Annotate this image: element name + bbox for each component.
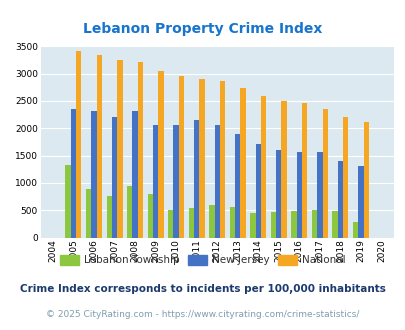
Text: © 2025 CityRating.com - https://www.cityrating.com/crime-statistics/: © 2025 CityRating.com - https://www.city… xyxy=(46,310,359,319)
Bar xyxy=(311,210,316,238)
Bar xyxy=(127,186,132,238)
Bar xyxy=(199,79,204,238)
Bar xyxy=(194,120,199,238)
Bar xyxy=(316,152,322,238)
Bar xyxy=(106,196,112,238)
Bar xyxy=(188,208,194,238)
Bar xyxy=(363,122,368,238)
Bar xyxy=(137,62,143,238)
Bar xyxy=(76,51,81,238)
Bar xyxy=(240,88,245,238)
Bar xyxy=(117,60,122,238)
Bar xyxy=(178,76,184,238)
Bar xyxy=(65,165,70,238)
Bar xyxy=(255,144,260,238)
Bar xyxy=(209,205,214,238)
Bar xyxy=(337,161,342,238)
Bar xyxy=(70,109,76,238)
Bar xyxy=(332,211,337,238)
Text: Crime Index corresponds to incidents per 100,000 inhabitants: Crime Index corresponds to incidents per… xyxy=(20,284,385,294)
Bar xyxy=(260,96,266,238)
Bar xyxy=(352,222,357,238)
Bar xyxy=(112,117,117,238)
Bar xyxy=(168,210,173,238)
Bar xyxy=(147,194,153,238)
Bar xyxy=(132,111,137,238)
Bar xyxy=(158,71,163,238)
Legend: Lebanon Township, New Jersey, National: Lebanon Township, New Jersey, National xyxy=(56,251,349,270)
Bar xyxy=(91,111,96,238)
Bar xyxy=(281,101,286,238)
Bar xyxy=(301,103,307,238)
Bar xyxy=(220,81,225,238)
Bar xyxy=(153,125,158,238)
Bar xyxy=(322,109,327,238)
Bar xyxy=(249,213,255,238)
Bar xyxy=(342,117,347,238)
Bar xyxy=(173,125,178,238)
Bar xyxy=(96,55,102,238)
Bar xyxy=(86,189,91,238)
Bar xyxy=(229,207,234,238)
Bar xyxy=(214,125,220,238)
Bar xyxy=(234,134,240,238)
Bar xyxy=(275,149,281,238)
Bar xyxy=(296,152,301,238)
Text: Lebanon Property Crime Index: Lebanon Property Crime Index xyxy=(83,22,322,36)
Bar xyxy=(291,211,296,238)
Bar xyxy=(357,166,363,238)
Bar xyxy=(270,213,275,238)
